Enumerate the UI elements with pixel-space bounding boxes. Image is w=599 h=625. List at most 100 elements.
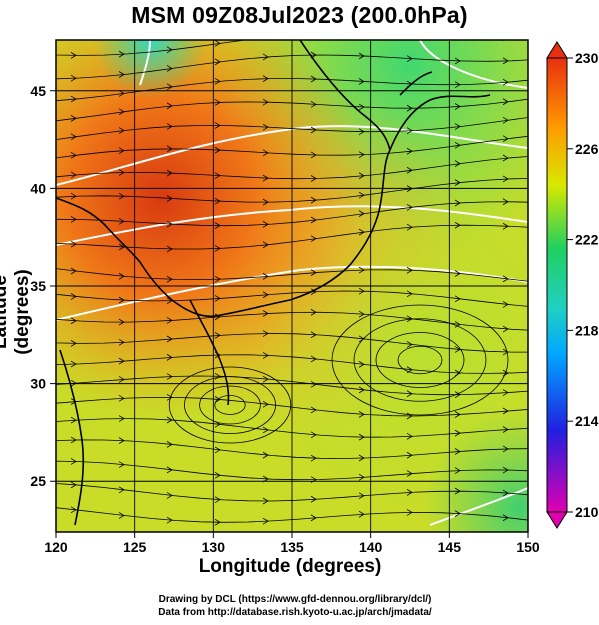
y-axis-ticks: 25 30 35 40 45: [30, 83, 56, 489]
streamline-arrow: [358, 361, 365, 368]
x-tick-label: 120: [44, 539, 68, 555]
streamline-arrow: [454, 199, 461, 207]
streamline-arrow: [502, 98, 509, 106]
streamline-arrow: [214, 172, 221, 180]
vortex-streamline: [353, 318, 487, 402]
colorbar-tick-label: 230: [575, 50, 599, 66]
streamline-arrow: [454, 57, 461, 65]
streamline-arrow: [118, 217, 125, 225]
streamline-arrow: [166, 335, 173, 343]
streamline-arrow: [214, 40, 221, 47]
streamline-arrow: [118, 192, 125, 200]
streamline-arrow: [310, 454, 317, 462]
streamline-arrow: [310, 380, 317, 388]
streamline: [56, 224, 528, 250]
streamline-arrow: [118, 415, 125, 422]
streamline-arrow: [166, 220, 173, 228]
streamline-arrow: [214, 58, 221, 66]
streamline-arrow: [70, 481, 77, 489]
streamline-arrow: [262, 451, 269, 459]
streamline-arrow: [358, 191, 365, 199]
streamline-arrow: [358, 411, 365, 418]
vortex-streamline: [168, 366, 292, 444]
streamline-arrow: [262, 221, 269, 228]
streamline: [56, 40, 249, 56]
streamline-arrow: [118, 108, 125, 116]
streamline-arrow: [214, 99, 221, 106]
streamline-arrow: [358, 128, 365, 136]
streamline-arrow: [166, 394, 173, 401]
streamline: [56, 268, 528, 282]
wind-streamlines: [56, 28, 528, 526]
streamline-arrow: [166, 102, 173, 110]
streamline-arrow: [502, 514, 509, 522]
streamline-arrow: [214, 313, 221, 321]
streamline: [56, 156, 528, 180]
streamline-arrow: [502, 325, 509, 333]
streamline-arrow: [406, 104, 413, 112]
streamline-arrow: [454, 81, 461, 89]
streamline-arrow: [70, 216, 77, 223]
streamline-arrow: [262, 352, 269, 359]
streamline-arrow: [262, 330, 269, 337]
streamline-arrow: [310, 269, 317, 276]
streamline-arrow: [454, 270, 461, 277]
streamline: [56, 54, 528, 80]
streamline-arrow: [358, 454, 365, 462]
streamline: [56, 135, 528, 159]
streamline-arrow: [262, 426, 269, 434]
streamline-arrow: [118, 90, 125, 97]
streamline-arrow: [455, 33, 460, 39]
x-tick-label: 135: [280, 539, 304, 555]
streamline-arrow: [166, 46, 173, 54]
streamline-arrow: [311, 30, 316, 36]
streamline-arrow: [358, 78, 365, 85]
streamline-arrow: [358, 172, 365, 180]
streamline-arrow: [70, 458, 77, 465]
streamline-arrow: [358, 210, 365, 217]
streamline-arrow: [166, 195, 173, 202]
streamline: [56, 418, 528, 438]
streamline-arrow: [454, 487, 461, 495]
streamline-arrow: [358, 266, 365, 274]
y-tick-label: 35: [30, 278, 46, 294]
streamline-arrow: [406, 55, 413, 63]
streamline-arrow: [118, 437, 125, 444]
streamline-arrow: [166, 492, 173, 499]
streamline-arrow: [118, 461, 125, 468]
streamline-arrow: [502, 135, 509, 143]
streamline-arrow: [70, 398, 77, 405]
map-title: MSM 09Z08Jul2023 (200.0hPa): [131, 2, 468, 28]
vortex-streamline: [214, 395, 246, 415]
x-tick-label: 140: [359, 539, 383, 555]
streamline-arrow: [502, 466, 509, 474]
streamline-arrow: [502, 154, 509, 162]
streamline: [56, 439, 528, 459]
streamline-arrow: [214, 295, 221, 302]
streamline-arrow: [214, 146, 221, 154]
streamline-arrow: [454, 411, 461, 418]
streamline-arrow: [118, 272, 125, 280]
streamline-arrow: [70, 340, 77, 347]
streamline-arrow: [262, 98, 269, 106]
streamline-arrow: [502, 78, 509, 86]
streamline-arrow: [310, 100, 317, 108]
streamline-arrow: [166, 245, 173, 253]
streamline-arrow: [406, 451, 413, 459]
streamline-arrow: [214, 472, 221, 479]
streamline-arrow: [454, 103, 461, 110]
streamline: [56, 375, 528, 396]
streamline-arrow: [502, 222, 509, 230]
streamline-arrow: [359, 28, 364, 34]
vortex-streamline: [397, 345, 443, 375]
streamline-arrow: [502, 175, 509, 183]
streamline-arrow: [262, 400, 269, 408]
y-tick-label: 30: [30, 376, 46, 392]
streamline: [56, 354, 528, 374]
streamline-arrow: [454, 510, 461, 517]
streamline-arrow: [310, 495, 317, 503]
streamline-arrow: [70, 95, 77, 103]
x-axis-label: Longitude (degrees): [198, 556, 382, 577]
streamline-arrow: [214, 496, 221, 504]
